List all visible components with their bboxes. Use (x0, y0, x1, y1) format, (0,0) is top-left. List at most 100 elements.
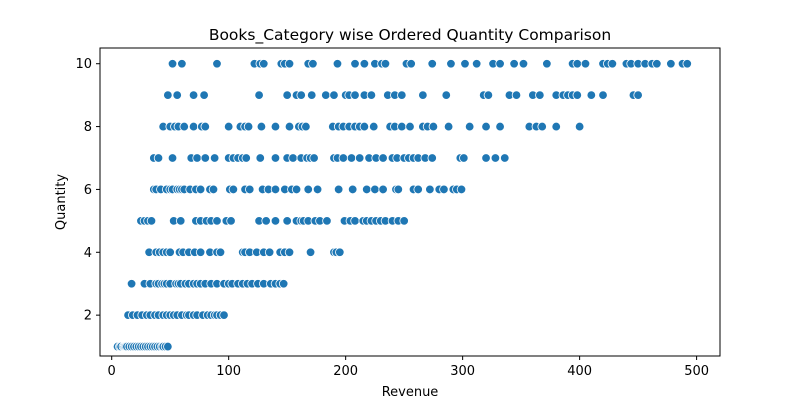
data-point (464, 121, 475, 132)
data-point (460, 59, 470, 69)
data-point (301, 121, 311, 132)
data-point (284, 121, 295, 132)
data-point (146, 216, 157, 226)
data-point (535, 90, 545, 100)
chart-title: Books_Category wise Ordered Quantity Com… (209, 26, 611, 45)
x-axis-ticks: 0 100 200 300 400 500 (108, 356, 709, 379)
data-point (574, 121, 585, 132)
data-point (495, 59, 505, 69)
data-points (112, 59, 692, 352)
data-point (282, 90, 292, 100)
data-point (209, 153, 220, 163)
data-point (439, 184, 449, 195)
data-point (212, 59, 222, 69)
data-point (350, 59, 360, 69)
data-point (256, 121, 267, 132)
data-point (329, 90, 339, 100)
data-point (308, 59, 318, 69)
y-tick-label: 6 (84, 183, 92, 198)
data-point (188, 90, 199, 100)
data-point (322, 216, 332, 226)
data-point (441, 90, 451, 100)
data-point (163, 90, 173, 100)
data-point (215, 247, 226, 257)
data-point (359, 59, 370, 69)
data-point (397, 90, 407, 100)
data-point (165, 247, 175, 257)
data-point (259, 59, 269, 69)
data-point (580, 59, 591, 69)
data-point (172, 90, 182, 100)
data-point (167, 59, 178, 69)
data-point (511, 90, 522, 100)
data-point (288, 153, 298, 163)
data-point (241, 153, 251, 163)
data-point (418, 90, 428, 100)
data-point (347, 184, 358, 195)
data-point (177, 59, 187, 69)
data-point (200, 153, 210, 163)
data-point (495, 121, 505, 132)
data-point (176, 216, 186, 226)
data-point (406, 59, 416, 69)
data-point (399, 216, 409, 226)
y-axis-ticks: 2 4 6 8 10 (75, 57, 100, 324)
data-point (126, 279, 137, 289)
data-point (208, 184, 219, 195)
data-point (490, 153, 501, 163)
data-point (481, 153, 491, 163)
data-point (212, 216, 222, 226)
data-point (179, 121, 189, 132)
data-point (284, 247, 295, 257)
data-point (446, 59, 456, 69)
data-point (200, 121, 210, 132)
data-point (366, 90, 377, 100)
plot-frame (99, 47, 721, 357)
data-point (264, 247, 275, 257)
data-point (305, 247, 316, 257)
data-point (350, 90, 360, 100)
data-point (270, 184, 281, 195)
data-point (682, 59, 692, 69)
data-point (282, 216, 292, 226)
data-point (518, 59, 529, 69)
data-point (378, 153, 388, 163)
data-point (219, 310, 229, 320)
y-tick-label: 10 (75, 57, 92, 72)
data-point (428, 121, 439, 132)
y-axis-label: Quantity (54, 174, 69, 230)
data-point (500, 153, 510, 163)
data-point (270, 121, 281, 132)
data-point (481, 121, 491, 132)
data-point (270, 216, 281, 226)
data-point (397, 121, 407, 132)
data-point (199, 90, 209, 100)
data-point (483, 90, 494, 100)
data-point (456, 184, 467, 195)
data-point (167, 153, 178, 163)
data-point (380, 59, 391, 69)
data-point (255, 153, 265, 163)
data-point (188, 121, 199, 132)
data-point (245, 184, 255, 195)
data-point (228, 184, 239, 195)
data-point (652, 59, 662, 69)
data-point (307, 90, 317, 100)
data-point (346, 153, 357, 163)
data-point (427, 153, 437, 163)
data-point (243, 121, 254, 132)
data-point (509, 59, 519, 69)
data-point (195, 184, 206, 195)
data-point (459, 153, 469, 163)
data-point (163, 341, 173, 352)
x-tick-label: 100 (216, 364, 241, 379)
data-point (270, 153, 281, 163)
data-point (537, 121, 547, 132)
data-point (633, 90, 643, 100)
data-point (335, 247, 345, 257)
data-point (226, 216, 236, 226)
data-point (443, 121, 454, 132)
data-point (153, 153, 164, 163)
data-point (393, 184, 404, 195)
